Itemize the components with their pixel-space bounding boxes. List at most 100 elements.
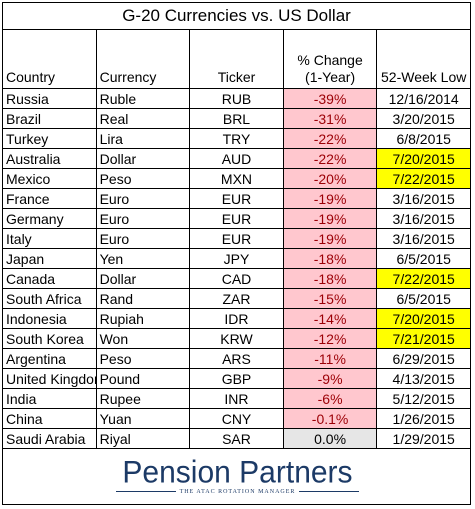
ticker-cell: SAR — [189, 428, 284, 449]
header-change-line1: % Change — [297, 52, 363, 68]
table-row: South Africa Rand ZAR -15% 6/5/2015 — [2, 288, 471, 309]
logo-tagline-wrap: THE ATAC ROTATION MANAGER — [0, 489, 475, 495]
low-cell: 7/21/2015 — [376, 328, 471, 349]
header-change: % Change (1-Year) — [282, 29, 378, 89]
logo-name: Pension Partners — [122, 455, 353, 490]
currency-cell: Ruble — [95, 88, 191, 109]
ticker-cell: EUR — [189, 228, 284, 249]
country-cell: Turkey — [2, 128, 97, 149]
table-row: Argentina Peso ARS -11% 6/29/2015 — [2, 348, 471, 369]
ticker-cell: MXN — [189, 168, 284, 189]
low-cell: 4/13/2015 — [376, 368, 471, 389]
table-row: Australia Dollar AUD -22% 7/20/2015 — [2, 148, 471, 169]
change-cell: -19% — [282, 228, 378, 249]
change-cell: -6% — [282, 388, 378, 409]
currency-cell: Euro — [95, 228, 191, 249]
low-cell: 1/29/2015 — [376, 428, 471, 449]
low-cell: 7/22/2015 — [376, 168, 471, 189]
currency-cell: Real — [95, 108, 191, 129]
table-row: France Euro EUR -19% 3/16/2015 — [2, 188, 471, 209]
low-cell: 6/5/2015 — [376, 248, 471, 269]
low-cell: 7/20/2015 — [376, 148, 471, 169]
change-cell: -39% — [282, 88, 378, 109]
table-row: Saudi Arabia Riyal SAR 0.0% 1/29/2015 — [2, 428, 471, 449]
table-row: Mexico Peso MXN -20% 7/22/2015 — [2, 168, 471, 189]
pension-partners-logo: Pension Partners THE ATAC ROTATION MANAG… — [0, 455, 475, 495]
change-cell: -18% — [282, 268, 378, 289]
table-row: United Kingdom Pound GBP -9% 4/13/2015 — [2, 368, 471, 389]
logo-tagline: THE ATAC ROTATION MANAGER — [179, 489, 296, 495]
currency-cell: Dollar — [95, 148, 191, 169]
country-cell: Germany — [2, 208, 97, 229]
country-cell: India — [2, 388, 97, 409]
change-cell: -19% — [282, 208, 378, 229]
country-cell: Australia — [2, 148, 97, 169]
table-row: South Korea Won KRW -12% 7/21/2015 — [2, 328, 471, 349]
country-cell: Russia — [2, 88, 97, 109]
currency-cell: Pound — [95, 368, 191, 389]
country-cell: Italy — [2, 228, 97, 249]
low-cell: 7/20/2015 — [376, 308, 471, 329]
ticker-cell: AUD — [189, 148, 284, 169]
low-cell: 6/8/2015 — [376, 128, 471, 149]
country-cell: Argentina — [2, 348, 97, 369]
currency-cell: Peso — [95, 348, 191, 369]
ticker-cell: ZAR — [189, 288, 284, 309]
ticker-cell: JPY — [189, 248, 284, 269]
currency-cell: Peso — [95, 168, 191, 189]
table-row: Germany Euro EUR -19% 3/16/2015 — [2, 208, 471, 229]
header-currency: Currency — [95, 29, 191, 89]
currency-cell: Riyal — [95, 428, 191, 449]
ticker-cell: GBP — [189, 368, 284, 389]
low-cell: 6/29/2015 — [376, 348, 471, 369]
ticker-cell: CAD — [189, 268, 284, 289]
change-cell: -20% — [282, 168, 378, 189]
change-cell: -9% — [282, 368, 378, 389]
table-row: Canada Dollar CAD -18% 7/22/2015 — [2, 268, 471, 289]
low-cell: 6/5/2015 — [376, 288, 471, 309]
ticker-cell: IDR — [189, 308, 284, 329]
country-cell: Mexico — [2, 168, 97, 189]
change-cell: -14% — [282, 308, 378, 329]
country-cell: Japan — [2, 248, 97, 269]
logo-rule-left — [115, 491, 176, 493]
low-cell: 12/16/2014 — [376, 88, 471, 109]
change-cell: -11% — [282, 348, 378, 369]
country-cell: South Korea — [2, 328, 97, 349]
low-cell: 3/20/2015 — [376, 108, 471, 129]
low-cell: 3/16/2015 — [376, 188, 471, 209]
currency-cell: Euro — [95, 208, 191, 229]
change-cell: 0.0% — [282, 428, 378, 449]
table-row: Japan Yen JPY -18% 6/5/2015 — [2, 248, 471, 269]
header-ticker: Ticker — [189, 29, 284, 89]
table-row: India Rupee INR -6% 5/12/2015 — [2, 388, 471, 409]
currency-cell: Rupiah — [95, 308, 191, 329]
ticker-cell: KRW — [189, 328, 284, 349]
low-cell: 5/12/2015 — [376, 388, 471, 409]
ticker-cell: INR — [189, 388, 284, 409]
change-cell: -31% — [282, 108, 378, 129]
table-row: Russia Ruble RUB -39% 12/16/2014 — [2, 88, 471, 109]
low-cell: 3/16/2015 — [376, 208, 471, 229]
low-cell: 1/26/2015 — [376, 408, 471, 429]
change-cell: -18% — [282, 248, 378, 269]
country-cell: France — [2, 188, 97, 209]
country-cell: United Kingdom — [2, 368, 97, 389]
change-cell: -19% — [282, 188, 378, 209]
currency-cell: Rupee — [95, 388, 191, 409]
change-cell: -0.1% — [282, 408, 378, 429]
table-row: China Yuan CNY -0.1% 1/26/2015 — [2, 408, 471, 429]
header-change-line2: (1-Year) — [305, 69, 356, 85]
ticker-cell: BRL — [189, 108, 284, 129]
currency-table: G-20 Currencies vs. US Dollar Country Cu… — [2, 2, 471, 449]
currency-cell: Yuan — [95, 408, 191, 429]
low-cell: 3/16/2015 — [376, 228, 471, 249]
title-row: G-20 Currencies vs. US Dollar — [2, 2, 471, 30]
header-row: Country Currency Ticker % Change (1-Year)… — [2, 29, 471, 89]
ticker-cell: CNY — [189, 408, 284, 429]
ticker-cell: TRY — [189, 128, 284, 149]
country-cell: China — [2, 408, 97, 429]
table-row: Turkey Lira TRY -22% 6/8/2015 — [2, 128, 471, 149]
table-row: Italy Euro EUR -19% 3/16/2015 — [2, 228, 471, 249]
table-row: Brazil Real BRL -31% 3/20/2015 — [2, 108, 471, 129]
